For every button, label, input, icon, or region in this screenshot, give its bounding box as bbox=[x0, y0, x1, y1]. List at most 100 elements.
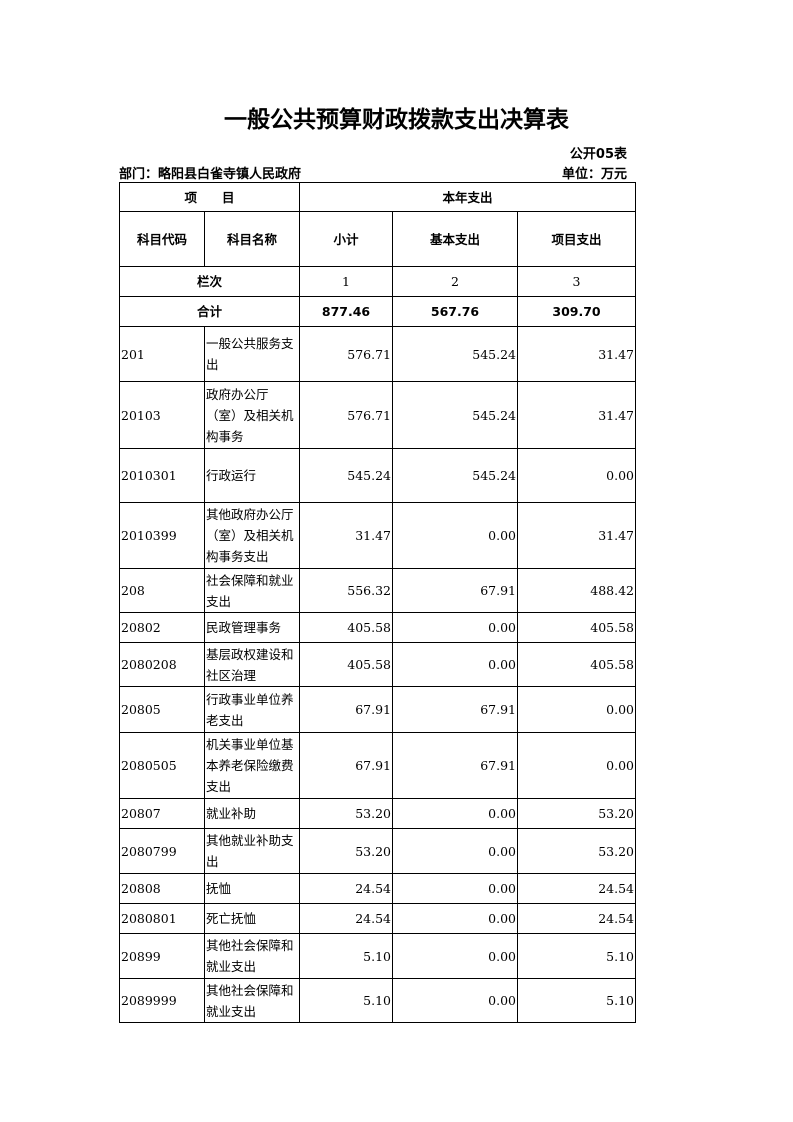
table-row: 2080208 基层政权建设和社区治理 405.58 0.00 405.58 bbox=[119, 642, 637, 687]
cell-subtotal: 53.20 bbox=[299, 828, 394, 874]
cell-name: 政府办公厅（室）及相关机构事务 bbox=[203, 381, 301, 449]
cell-name: 社会保障和就业支出 bbox=[203, 568, 301, 613]
cell-project: 5.10 bbox=[517, 933, 637, 979]
table-row: 20808 抚恤 24.54 0.00 24.54 bbox=[119, 873, 637, 904]
cell-name: 其他社会保障和就业支出 bbox=[203, 933, 301, 979]
table-row: 208 社会保障和就业支出 556.32 67.91 488.42 bbox=[119, 568, 637, 613]
cell-subtotal: 67.91 bbox=[299, 732, 394, 799]
cell-project: 24.54 bbox=[517, 903, 637, 934]
cell-name: 抚恤 bbox=[203, 873, 301, 904]
cell-project: 31.47 bbox=[517, 502, 637, 569]
cell-basic: 67.91 bbox=[392, 732, 519, 799]
total-subtotal: 877.46 bbox=[299, 296, 394, 327]
cell-code: 2080208 bbox=[119, 642, 205, 687]
cell-code: 20103 bbox=[119, 381, 205, 449]
total-label: 合计 bbox=[118, 296, 301, 327]
page-title: 一般公共预算财政拨款支出决算表 bbox=[224, 107, 569, 133]
column-row-label: 栏次 bbox=[118, 266, 301, 297]
cell-subtotal: 556.32 bbox=[299, 568, 394, 613]
table-row: 2080801 死亡抚恤 24.54 0.00 24.54 bbox=[119, 903, 637, 934]
cell-basic: 0.00 bbox=[392, 978, 519, 1023]
cell-subtotal: 5.10 bbox=[299, 933, 394, 979]
table-row: 2010399 其他政府办公厅（室）及相关机构事务支出 31.47 0.00 31.47 bbox=[119, 502, 637, 569]
header-project: 项目支出 bbox=[517, 211, 637, 267]
total-basic: 567.76 bbox=[392, 296, 519, 327]
column-number-3: 3 bbox=[517, 266, 637, 297]
column-number-1: 1 bbox=[299, 266, 394, 297]
cell-name: 死亡抚恤 bbox=[203, 903, 301, 934]
cell-name: 行政运行 bbox=[203, 448, 301, 503]
cell-basic: 0.00 bbox=[392, 873, 519, 904]
cell-code: 208 bbox=[119, 568, 205, 613]
cell-subtotal: 67.91 bbox=[299, 686, 394, 733]
cell-project: 53.20 bbox=[517, 828, 637, 874]
cell-project: 0.00 bbox=[517, 686, 637, 733]
cell-code: 2010301 bbox=[119, 448, 205, 503]
table-row: 2080505 机关事业单位基本养老保险缴费支出 67.91 67.91 0.00 bbox=[119, 732, 637, 799]
cell-project: 0.00 bbox=[517, 732, 637, 799]
cell-basic: 0.00 bbox=[392, 642, 519, 687]
cell-code: 20807 bbox=[119, 798, 205, 829]
cell-basic: 67.91 bbox=[392, 568, 519, 613]
cell-code: 20805 bbox=[119, 686, 205, 733]
total-project: 309.70 bbox=[517, 296, 637, 327]
cell-project: 0.00 bbox=[517, 448, 637, 503]
cell-name: 行政事业单位养老支出 bbox=[203, 686, 301, 733]
cell-code: 2080799 bbox=[119, 828, 205, 874]
header-item: 项 目 bbox=[118, 182, 301, 212]
table-row: 20103 政府办公厅（室）及相关机构事务 576.71 545.24 31.47 bbox=[119, 381, 637, 449]
cell-code: 20802 bbox=[119, 612, 205, 643]
table-row: 20899 其他社会保障和就业支出 5.10 0.00 5.10 bbox=[119, 933, 637, 979]
cell-subtotal: 5.10 bbox=[299, 978, 394, 1023]
cell-subtotal: 31.47 bbox=[299, 502, 394, 569]
cell-code: 2010399 bbox=[119, 502, 205, 569]
cell-basic: 0.00 bbox=[392, 933, 519, 979]
unit-label: 单位：万元 bbox=[561, 167, 627, 182]
table-number: 公开05表 bbox=[569, 147, 627, 162]
cell-subtotal: 545.24 bbox=[299, 448, 394, 503]
header-code: 科目代码 bbox=[119, 211, 205, 267]
cell-name: 就业补助 bbox=[203, 798, 301, 829]
cell-name: 机关事业单位基本养老保险缴费支出 bbox=[203, 732, 301, 799]
cell-name: 民政管理事务 bbox=[203, 612, 301, 643]
cell-subtotal: 576.71 bbox=[299, 381, 394, 449]
cell-basic: 545.24 bbox=[392, 326, 519, 382]
table-row: 2080799 其他就业补助支出 53.20 0.00 53.20 bbox=[119, 828, 637, 874]
cell-project: 31.47 bbox=[517, 326, 637, 382]
cell-basic: 0.00 bbox=[392, 502, 519, 569]
cell-code: 201 bbox=[119, 326, 205, 382]
cell-name: 其他政府办公厅（室）及相关机构事务支出 bbox=[203, 502, 301, 569]
cell-name: 一般公共服务支出 bbox=[203, 326, 301, 382]
cell-name: 基层政权建设和社区治理 bbox=[203, 642, 301, 687]
cell-project: 405.58 bbox=[517, 642, 637, 687]
cell-project: 405.58 bbox=[517, 612, 637, 643]
cell-subtotal: 405.58 bbox=[299, 612, 394, 643]
cell-project: 53.20 bbox=[517, 798, 637, 829]
cell-subtotal: 24.54 bbox=[299, 873, 394, 904]
cell-basic: 67.91 bbox=[392, 686, 519, 733]
table-row: 20807 就业补助 53.20 0.00 53.20 bbox=[119, 798, 637, 829]
table-row: 20802 民政管理事务 405.58 0.00 405.58 bbox=[119, 612, 637, 643]
cell-code: 20899 bbox=[119, 933, 205, 979]
header-current-year: 本年支出 bbox=[299, 182, 637, 212]
header-name: 科目名称 bbox=[203, 211, 301, 267]
column-number-2: 2 bbox=[392, 266, 519, 297]
cell-code: 2080505 bbox=[119, 732, 205, 799]
cell-basic: 0.00 bbox=[392, 903, 519, 934]
cell-name: 其他社会保障和就业支出 bbox=[203, 978, 301, 1023]
cell-code: 20808 bbox=[119, 873, 205, 904]
cell-subtotal: 405.58 bbox=[299, 642, 394, 687]
header-subtotal: 小计 bbox=[299, 211, 394, 267]
table-row: 201 一般公共服务支出 576.71 545.24 31.47 bbox=[119, 326, 637, 382]
header-basic: 基本支出 bbox=[392, 211, 519, 267]
department-label: 部门：略阳县白雀寺镇人民政府 bbox=[119, 167, 302, 182]
table-row: 20805 行政事业单位养老支出 67.91 67.91 0.00 bbox=[119, 686, 637, 733]
cell-code: 2080801 bbox=[119, 903, 205, 934]
cell-project: 488.42 bbox=[517, 568, 637, 613]
cell-subtotal: 24.54 bbox=[299, 903, 394, 934]
cell-project: 5.10 bbox=[517, 978, 637, 1023]
expenditure-table: 项 目 本年支出 科目代码 科目名称 小计 基本支出 项目支出 栏次 1 2 3… bbox=[118, 182, 637, 1023]
cell-basic: 0.00 bbox=[392, 612, 519, 643]
cell-code: 2089999 bbox=[119, 978, 205, 1023]
cell-basic: 0.00 bbox=[392, 798, 519, 829]
